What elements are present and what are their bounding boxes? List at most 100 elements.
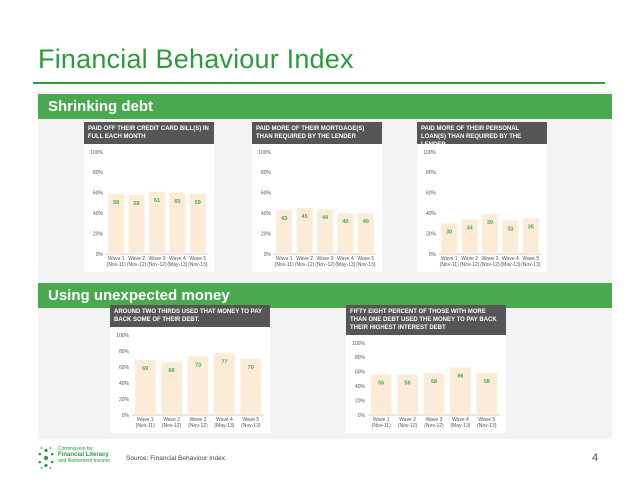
x-tick-sublabel: (Nov-12) [424,423,444,429]
x-tick-label: Wave 1 [276,256,293,262]
bar [337,213,354,254]
bar-value-label: 66 [457,373,463,379]
y-tick-label: 0% [96,252,104,258]
y-tick-label: 20% [355,398,366,404]
bar [502,220,519,254]
bar [357,213,374,254]
x-tick-sublabel: (Nov-13) [521,262,541,268]
bar [441,223,458,254]
bar-value-label: 77 [221,359,227,365]
bar-value-label: 58 [484,379,490,385]
y-tick-label: 40% [426,211,437,217]
y-tick-label: 100% [352,341,365,347]
bar [276,210,293,254]
x-tick-label: Wave 3 [482,256,499,262]
bar [397,374,418,415]
x-tick-sublabel: (May-13) [335,262,355,268]
x-tick-label: Wave 5 [522,256,539,262]
bar-value-label: 45 [302,214,308,220]
chart-panel-credit-card: PAID OFF THEIR CREDIT CARD BILL(S) IN FU… [84,122,214,272]
y-tick-label: 20% [426,231,437,237]
x-tick-label: Wave 1 [373,417,390,423]
x-tick-label: Wave 2 [461,256,478,262]
x-tick-sublabel: (Nov-11) [136,423,155,429]
bar-value-label: 56 [378,381,384,387]
x-tick-sublabel: (Nov-13) [477,423,497,429]
x-tick-sublabel: (Nov-13) [241,423,261,429]
x-tick-sublabel: (Nov-12) [162,423,182,429]
bar [450,367,471,415]
bar [214,353,235,415]
bar-value-label: 59 [195,200,201,206]
y-tick-label: 80% [355,355,366,361]
x-tick-label: Wave 3 [426,417,443,423]
y-tick-label: 0% [264,252,272,258]
bar-value-label: 40 [363,219,369,225]
bar [482,214,498,254]
chart-title: PAID MORE OF THEIR MORTGAGE(S) THAN REQU… [252,122,382,144]
x-tick-sublabel: (Nov-13) [356,262,376,268]
bar-chart: 0% 20% 40% 60% 80% 100% 69 Wave 1(Nov-11) 66 Wave… [116,333,264,429]
bar-value-label: 73 [195,363,201,369]
x-tick-sublabel: (Nov-12) [460,262,480,268]
x-tick-sublabel: (Nov-12) [147,262,167,268]
chart-title: AROUND TWO THIRDS USED THAT MONEY TO PAY… [110,305,270,327]
x-tick-label: Wave 3 [149,256,166,262]
section-band-shrinking-debt: Shrinking debt [38,94,612,119]
y-tick-label: 60% [261,191,272,197]
bar [423,373,445,415]
y-tick-label: 80% [119,349,130,355]
bar [169,192,186,254]
x-tick-sublabel: (May-13) [167,262,187,268]
x-tick-label: Wave 4 [337,256,354,262]
x-tick-sublabel: (Nov-11) [372,423,391,429]
bar-value-label: 56 [405,381,411,387]
logo-line-1: Commission for [58,446,93,452]
x-tick-label: Wave 5 [478,417,495,423]
logo-line-2: Financial Literacy [58,452,109,458]
chart-panel-highest-interest: FIFTY EIGHT PERCENT OF THOSE WITH MORE T… [346,305,506,433]
content-frame: Shrinking debt Using unexpected money PA… [38,91,612,439]
bar-value-label: 40 [342,219,348,225]
x-tick-label: Wave 2 [163,417,180,423]
chart-title: PAID MORE OF THEIR PERSONAL LOAN(S) THAN… [417,122,547,148]
x-tick-label: Wave 2 [296,256,313,262]
chart-panel-unexpected-debt: AROUND TWO THIRDS USED THAT MONEY TO PAY… [110,305,270,433]
y-tick-label: 20% [93,231,104,237]
bar [296,208,313,254]
x-tick-label: Wave 4 [502,256,519,262]
y-tick-label: 40% [261,211,272,217]
y-tick-label: 0% [429,252,437,258]
bar [370,374,392,415]
y-tick-label: 0% [122,413,130,419]
x-tick-sublabel: (Nov-12) [127,262,147,268]
chart-panel-personal-loan: PAID MORE OF THEIR PERSONAL LOAN(S) THAN… [417,122,547,272]
y-tick-label: 80% [93,170,104,176]
bar-value-label: 35 [528,224,534,230]
y-tick-label: 100% [258,150,271,156]
bar [187,356,209,415]
bar [108,193,125,254]
y-tick-label: 100% [116,333,129,339]
bar [128,194,145,254]
bar-chart: 0% 20% 40% 60% 80% 100% 56 Wave 1(Nov-11) 56 Wave… [352,341,500,429]
x-tick-label: Wave 1 [441,256,458,262]
source-note: Source: Financial Behaviour Index [126,455,226,462]
y-tick-label: 60% [426,191,437,197]
y-tick-label: 40% [355,384,366,390]
y-tick-label: 60% [93,191,104,197]
slide-title: Financial Behaviour Index [38,44,354,74]
commission-logo [38,447,54,469]
bar-chart: 0% 20% 40% 60% 80% 100% 43 Wave 1(Nov-11) 45 Wave… [258,150,376,268]
x-tick-label: Wave 2 [399,417,416,423]
y-tick-label: 0% [358,413,366,419]
bar-value-label: 34 [467,225,474,231]
bar [522,218,539,254]
x-tick-sublabel: (Nov-11) [107,262,126,268]
y-tick-label: 100% [423,150,436,156]
chart-title: FIFTY EIGHT PERCENT OF THOSE WITH MORE T… [346,305,506,335]
x-tick-label: Wave 2 [128,256,145,262]
bar-value-label: 59 [113,200,119,206]
bar-value-label: 61 [154,198,160,204]
x-tick-label: Wave 5 [189,256,206,262]
